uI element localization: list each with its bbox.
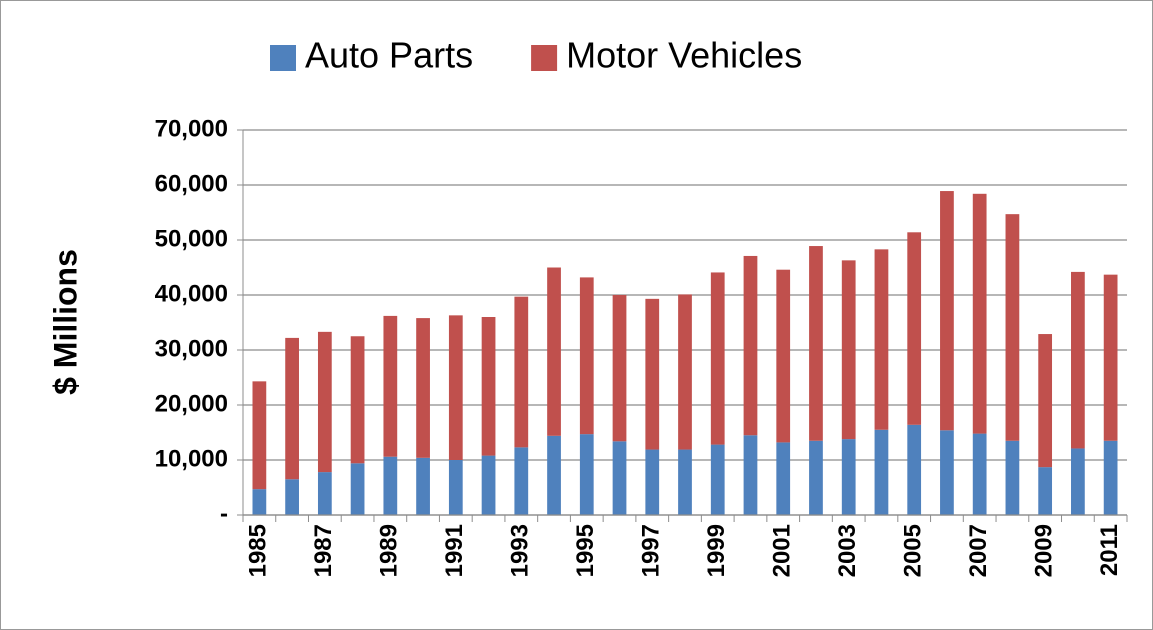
y-tick-label: 20,000 xyxy=(155,390,228,417)
bar-segment xyxy=(710,272,725,445)
bar-segment xyxy=(1103,274,1118,441)
bar-segment xyxy=(317,472,332,515)
bar-segment xyxy=(579,277,594,435)
x-tick-label: 1999 xyxy=(703,524,730,577)
y-axis-title: $ Millions xyxy=(47,249,83,395)
bar-segment xyxy=(678,449,692,515)
bar-segment xyxy=(841,439,856,515)
x-tick-label: 2005 xyxy=(900,524,927,577)
bar-segment xyxy=(972,433,987,515)
bar-segment xyxy=(710,444,725,515)
x-tick-label: 1989 xyxy=(376,524,403,577)
bar-segment xyxy=(514,296,529,448)
bar-segment xyxy=(1071,271,1085,449)
bar-segment xyxy=(940,430,954,515)
bar-segment xyxy=(1005,440,1020,515)
x-tick-label: 2001 xyxy=(769,524,796,577)
y-tick-label: - xyxy=(220,500,228,527)
bar-segment xyxy=(1005,214,1020,441)
bar-segment xyxy=(874,249,889,430)
x-tick-label: 2011 xyxy=(1096,524,1123,576)
x-tick-label: 1995 xyxy=(572,524,599,577)
bar-segment xyxy=(809,246,823,441)
y-tick-label: 30,000 xyxy=(155,335,228,362)
y-tick-label: 70,000 xyxy=(155,115,228,142)
legend-swatch xyxy=(270,45,296,71)
y-tick-label: 60,000 xyxy=(155,170,228,197)
bar-segment xyxy=(350,336,365,464)
bar-segment xyxy=(743,255,758,436)
bar-segment xyxy=(1038,334,1053,468)
bar-segment xyxy=(1038,467,1053,515)
bar-segment xyxy=(383,315,398,457)
legend-label: Motor Vehicles xyxy=(566,35,802,76)
x-tick-label: 2007 xyxy=(965,524,992,577)
x-tick-label: 1991 xyxy=(441,524,468,577)
bar-segment xyxy=(285,337,299,480)
bar-segment xyxy=(874,429,889,515)
bar-segment xyxy=(809,440,823,515)
x-tick-label: 2003 xyxy=(834,524,861,577)
bar-segment xyxy=(841,260,856,440)
y-tick-label: 40,000 xyxy=(155,280,228,307)
bar-segment xyxy=(972,193,987,434)
bar-segment xyxy=(776,442,791,515)
legend-label: Auto Parts xyxy=(305,35,473,76)
bar-segment xyxy=(612,441,627,515)
bar-segment xyxy=(579,434,594,515)
bar-segment xyxy=(1103,440,1118,515)
bar-segment xyxy=(547,435,561,515)
y-tick-label: 50,000 xyxy=(155,225,228,252)
bar-segment xyxy=(317,331,332,473)
bar-segment xyxy=(940,191,954,431)
bar-segment xyxy=(252,489,267,515)
bar-segment xyxy=(448,315,463,460)
bar-segment xyxy=(776,269,791,443)
legend-swatch xyxy=(531,45,558,71)
bar-segment xyxy=(678,294,692,450)
y-tick-label: 10,000 xyxy=(155,445,228,472)
bar-segment xyxy=(907,232,922,425)
bar-segment xyxy=(416,457,430,515)
bar-segment xyxy=(1071,448,1085,515)
x-tick-label: 1985 xyxy=(245,524,272,577)
bar-segment xyxy=(350,463,365,515)
bar-segment xyxy=(514,447,529,515)
bar-segment xyxy=(252,381,267,490)
bar-segment xyxy=(612,295,627,442)
x-tick-label: 2009 xyxy=(1030,524,1057,577)
x-tick-label: 1997 xyxy=(638,524,665,577)
x-tick-label: 1987 xyxy=(310,524,337,577)
x-tick-label: 1993 xyxy=(507,524,534,577)
bar-segment xyxy=(383,456,398,515)
bar-segment xyxy=(481,317,496,456)
bar-segment xyxy=(743,435,758,515)
bar-segment xyxy=(907,424,922,515)
bar-segment xyxy=(416,318,430,458)
bar-segment xyxy=(547,267,561,436)
bar-segment xyxy=(645,298,660,450)
bar-segment xyxy=(645,449,660,515)
bar-segment xyxy=(448,460,463,515)
bar-segment xyxy=(285,479,299,515)
bar-segment xyxy=(481,455,496,515)
